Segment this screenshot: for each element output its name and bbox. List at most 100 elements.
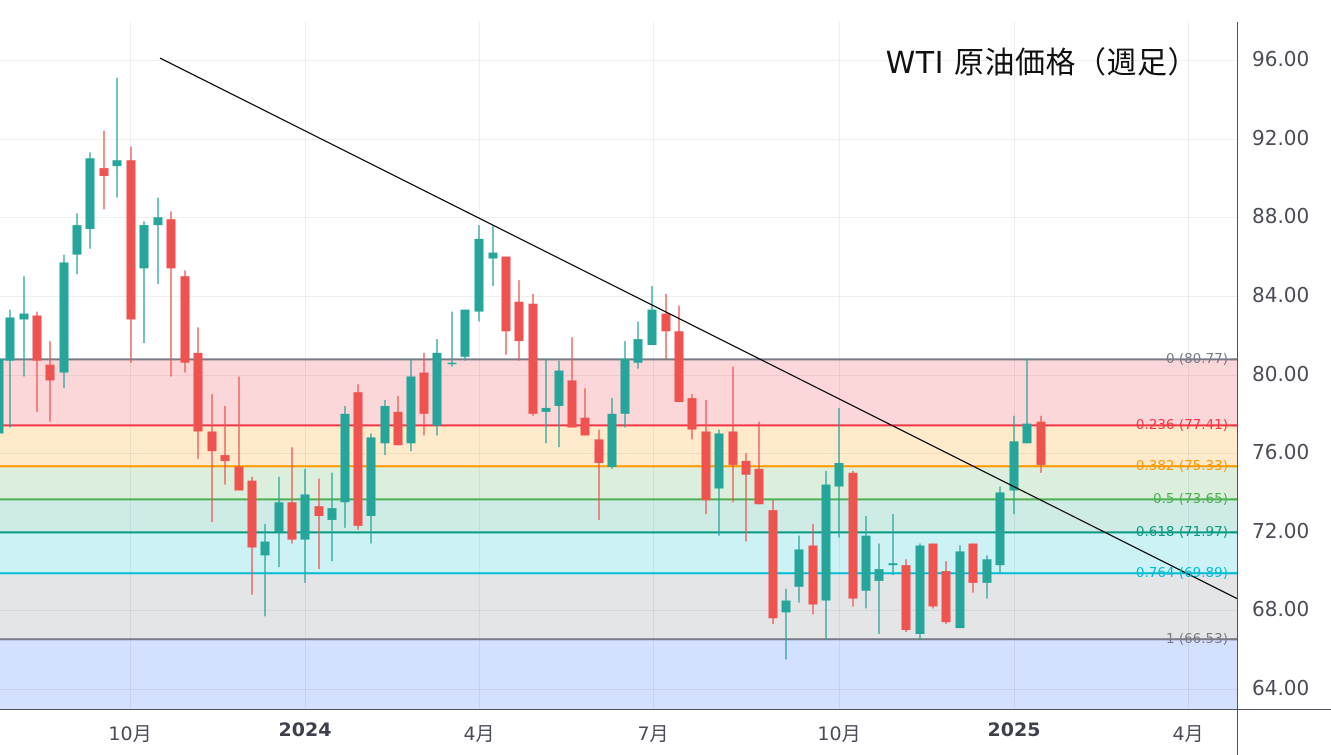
- candle: [19, 313, 29, 320]
- candle: [554, 370, 564, 406]
- price-tick: 72.00: [1252, 518, 1310, 543]
- candle: [1036, 421, 1046, 465]
- candle: [474, 238, 484, 312]
- candle: [501, 256, 511, 332]
- candle: [112, 160, 122, 167]
- candle: [567, 380, 577, 428]
- candle: [541, 407, 551, 412]
- candle: [0, 358, 4, 434]
- fib-zone: [0, 466, 1237, 500]
- fib-zone: [0, 639, 1237, 709]
- price-tick: 80.00: [1252, 361, 1310, 386]
- fib-label-0-382: 0.382 (75.33): [1135, 458, 1228, 475]
- candle: [982, 559, 992, 583]
- candle: [754, 468, 764, 505]
- candle: [808, 545, 818, 605]
- candle: [59, 262, 69, 373]
- candle: [834, 462, 844, 487]
- candle: [1022, 423, 1032, 444]
- candle: [32, 315, 42, 361]
- candle: [432, 352, 442, 426]
- candle: [207, 431, 217, 452]
- price-tick: 64.00: [1252, 676, 1310, 700]
- price-tick: 96.00: [1252, 47, 1310, 71]
- candle: [768, 510, 778, 619]
- candle: [620, 358, 630, 414]
- fib-label-1: 1 (66.53): [1165, 631, 1228, 648]
- price-tick: 88.00: [1252, 204, 1310, 229]
- candle: [139, 225, 149, 269]
- candle: [300, 494, 310, 540]
- candle: [647, 309, 657, 346]
- candle: [260, 541, 270, 556]
- candle: [1009, 441, 1019, 491]
- candle: [314, 506, 324, 517]
- candle: [848, 472, 858, 599]
- time-tick: 4月: [463, 723, 495, 745]
- candle: [340, 413, 350, 503]
- candle: [607, 413, 617, 467]
- candle: [380, 405, 390, 444]
- candle: [126, 160, 136, 320]
- time-tick: 2025: [987, 719, 1041, 741]
- fib-label-0-5: 0.5 (73.65): [1153, 491, 1228, 508]
- candle: [661, 313, 671, 332]
- fib-label-0-236: 0.236 (77.41): [1135, 417, 1228, 434]
- candle: [72, 225, 82, 255]
- candle: [941, 571, 951, 623]
- fib-zone: [0, 359, 1237, 426]
- candle: [45, 364, 55, 381]
- price-tick: 92.00: [1252, 125, 1310, 150]
- candle: [915, 545, 925, 634]
- candle: [701, 431, 711, 501]
- candle: [353, 392, 363, 526]
- fib-zone: [0, 573, 1237, 640]
- candle: [728, 431, 738, 465]
- candle: [99, 168, 109, 176]
- chart-title: WTI 原油価格（週足）: [885, 46, 1198, 81]
- candle: [274, 502, 284, 532]
- candle: [447, 362, 457, 365]
- fib-label-0-618: 0.618 (71.97): [1135, 524, 1228, 541]
- price-tick: 84.00: [1252, 282, 1310, 307]
- candle: [687, 398, 697, 430]
- candle: [781, 600, 791, 613]
- candle: [714, 433, 724, 489]
- candle: [366, 437, 376, 517]
- candle: [594, 439, 604, 463]
- candle: [928, 543, 938, 607]
- candle: [193, 352, 203, 432]
- fibonacci-zones: [0, 359, 1237, 709]
- downtrend-line[interactable]: [159, 57, 1238, 600]
- candle: [327, 508, 337, 520]
- candle: [5, 317, 15, 361]
- grid-lines: [0, 22, 1237, 709]
- candle: [861, 535, 871, 591]
- fib-zone: [0, 532, 1237, 574]
- candle: [220, 455, 230, 461]
- candle: [85, 158, 95, 230]
- candles: [0, 77, 1046, 660]
- candle: [393, 411, 403, 446]
- trendline[interactable]: [159, 57, 1238, 600]
- fib-label-0: 0 (80.77): [1165, 351, 1228, 368]
- time-tick: 7月: [637, 723, 669, 745]
- time-tick: 4月: [1172, 723, 1204, 745]
- candle: [955, 551, 965, 629]
- candle: [234, 466, 244, 491]
- candle: [901, 565, 911, 631]
- fib-zone: [0, 425, 1237, 467]
- time-tick: 10月: [817, 723, 861, 745]
- candle: [968, 543, 978, 583]
- fib-label-0-764: 0.764 (69.89): [1135, 565, 1228, 582]
- candle: [180, 276, 190, 363]
- candle: [995, 492, 1005, 566]
- candle: [287, 502, 297, 540]
- price-tick: 76.00: [1252, 440, 1310, 465]
- candle: [247, 480, 257, 548]
- candle: [741, 460, 751, 475]
- candle: [633, 339, 643, 363]
- candle: [821, 484, 831, 601]
- time-tick: 2024: [278, 719, 332, 741]
